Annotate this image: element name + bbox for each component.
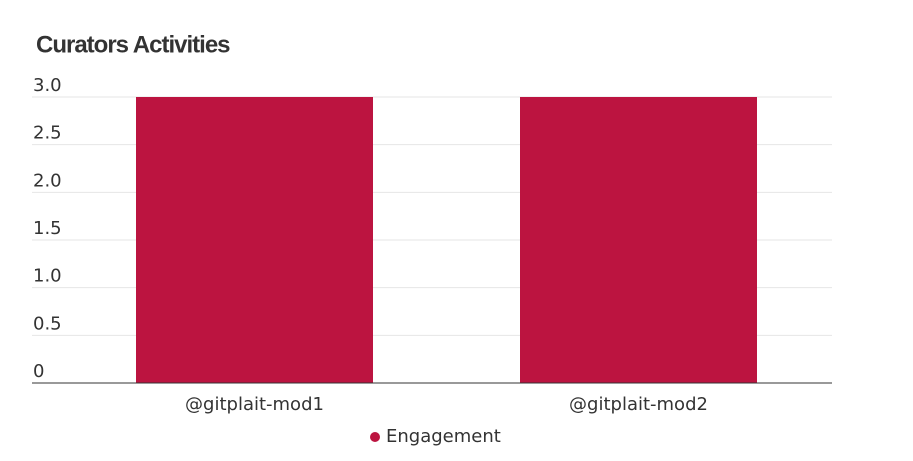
x-tick-label: @gitplait-mod1 [185, 394, 324, 415]
y-tick-label: 3.0 [33, 75, 62, 96]
x-tick-label: @gitplait-mod2 [569, 394, 708, 415]
y-tick-label: 2.0 [33, 170, 62, 191]
y-tick-label: 1.0 [33, 266, 62, 287]
legend-label: Engagement [386, 426, 501, 447]
bar [520, 97, 757, 383]
y-tick-label: 1.5 [33, 218, 62, 239]
y-tick-label: 0.5 [33, 313, 62, 334]
bar [136, 97, 373, 383]
chart-title: Curators Activities [36, 31, 230, 58]
y-tick-label: 2.5 [33, 123, 62, 144]
y-tick-label: 0 [33, 361, 44, 382]
legend-marker [370, 432, 380, 442]
